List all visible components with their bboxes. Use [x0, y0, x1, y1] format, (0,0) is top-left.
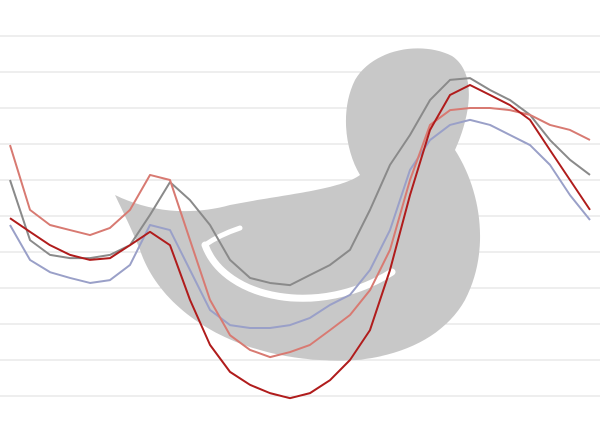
series-line [9, 118, 591, 329]
duck-wing-tip [202, 225, 243, 248]
series-line [9, 107, 591, 359]
duck-wing [201, 241, 396, 302]
duck-silhouette [115, 48, 481, 361]
lines [9, 77, 591, 400]
series-line [9, 77, 591, 287]
series-line [9, 83, 591, 400]
